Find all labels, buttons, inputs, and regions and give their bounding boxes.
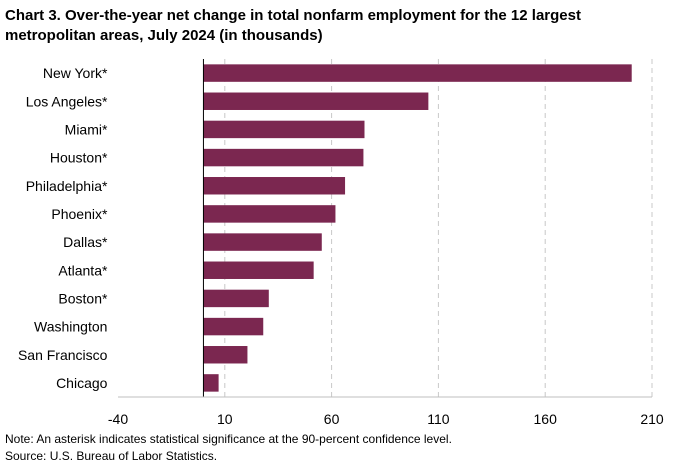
axes (118, 59, 652, 398)
category-label-6: Dallas* (63, 234, 108, 250)
bar-5 (203, 205, 336, 223)
x-tick-label-1: 10 (217, 411, 233, 427)
category-label-0: New York* (43, 65, 108, 81)
x-tick-label-5: 210 (640, 411, 664, 427)
significance-note: Note: An asterisk indicates statistical … (5, 432, 452, 446)
source-note: Source: U.S. Bureau of Labor Statistics. (5, 449, 218, 463)
bars (203, 64, 632, 392)
tick-labels: -40 10 60 110 160 210 (108, 411, 664, 427)
gridlines (224, 59, 653, 397)
bar-7 (203, 261, 314, 279)
category-label-10: San Francisco (18, 347, 108, 363)
bar-1 (203, 92, 429, 110)
x-tick-label-4: 160 (534, 411, 558, 427)
bar-4 (203, 177, 346, 195)
bar-8 (203, 289, 269, 308)
bar-0 (203, 64, 632, 82)
category-label-9: Washington (34, 319, 107, 335)
x-tick-label-0: -40 (108, 411, 128, 427)
bar-6 (203, 233, 322, 251)
category-label-4: Philadelphia* (26, 178, 108, 194)
bar-3 (203, 148, 364, 167)
category-label-11: Chicago (56, 375, 108, 391)
category-label-1: Los Angeles* (26, 93, 108, 109)
x-tick-label-3: 110 (427, 411, 450, 427)
category-label-2: Miami* (65, 121, 108, 137)
category-labels: New York* Los Angeles* Miami* Houston* Phila… (18, 65, 108, 391)
category-label-3: Houston* (50, 150, 108, 166)
bar-10 (203, 346, 248, 364)
bar-2 (203, 120, 365, 139)
category-label-7: Atlanta* (58, 262, 108, 278)
x-tick-label-2: 60 (324, 411, 340, 427)
bar-11 (203, 374, 219, 392)
chart-title: Chart 3. Over-the-year net change in tot… (5, 7, 581, 44)
category-label-8: Boston* (58, 290, 108, 306)
bar-9 (203, 317, 264, 336)
category-label-5: Phoenix* (51, 206, 108, 222)
